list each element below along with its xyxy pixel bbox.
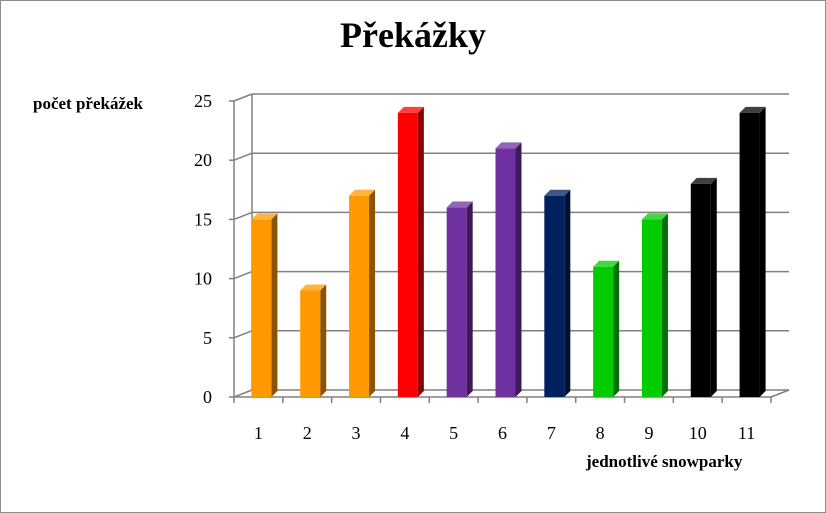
bar-side bbox=[271, 213, 278, 397]
bar-front bbox=[690, 183, 711, 397]
bar-side bbox=[369, 189, 376, 397]
bar-top bbox=[690, 177, 717, 184]
x-tick-label: 2 bbox=[303, 423, 312, 443]
bar-side bbox=[417, 106, 424, 397]
bar-top bbox=[397, 106, 424, 113]
bar bbox=[739, 106, 766, 397]
bar-top bbox=[641, 213, 668, 220]
floor-edge bbox=[770, 389, 790, 398]
bar bbox=[593, 260, 620, 397]
bar-front bbox=[641, 219, 662, 397]
bar-top bbox=[495, 142, 522, 149]
bar-front bbox=[300, 290, 321, 397]
bar bbox=[300, 284, 327, 397]
chart-title: Překážky bbox=[340, 15, 486, 55]
bar-side bbox=[661, 213, 668, 397]
bar bbox=[495, 142, 522, 397]
bar-front bbox=[251, 219, 272, 397]
x-axis-label: jednotlivé snowparky bbox=[586, 452, 743, 471]
bar-front bbox=[593, 266, 614, 397]
bar bbox=[397, 106, 424, 397]
bar-top bbox=[349, 189, 376, 196]
bar-top bbox=[446, 201, 473, 208]
bar bbox=[641, 213, 668, 397]
bar bbox=[446, 201, 473, 397]
x-tick-label: 4 bbox=[400, 423, 409, 443]
bar bbox=[544, 189, 571, 397]
gridline-side bbox=[233, 152, 253, 161]
bar-top bbox=[300, 284, 327, 291]
bar-top bbox=[544, 189, 571, 196]
y-tick-label: 5 bbox=[203, 328, 212, 348]
x-tick-label: 9 bbox=[644, 423, 653, 443]
gridline-side bbox=[233, 211, 253, 221]
y-tick-label: 10 bbox=[194, 269, 212, 289]
x-tick-label: 10 bbox=[689, 423, 707, 443]
bar-side bbox=[564, 189, 571, 397]
bar bbox=[690, 177, 717, 397]
y-tick-label: 0 bbox=[203, 387, 212, 407]
gridline-side bbox=[233, 330, 253, 339]
bar-side bbox=[710, 177, 717, 397]
bar-front bbox=[397, 112, 418, 397]
bar bbox=[251, 213, 278, 397]
x-tick-label: 7 bbox=[547, 423, 556, 443]
bar-top bbox=[251, 213, 278, 220]
bar bbox=[349, 189, 376, 397]
x-tick-label: 3 bbox=[352, 423, 361, 443]
x-tick-label: 5 bbox=[449, 423, 458, 443]
gridline-side bbox=[233, 389, 253, 398]
y-tick-label: 15 bbox=[194, 209, 212, 229]
x-tick-label: 8 bbox=[596, 423, 605, 443]
bar-side bbox=[320, 284, 327, 397]
bar-front bbox=[495, 148, 516, 397]
bar-front bbox=[349, 195, 370, 397]
x-tick-label: 11 bbox=[738, 423, 755, 443]
bar-top bbox=[593, 260, 620, 267]
bar-front bbox=[544, 195, 565, 397]
bar-side bbox=[759, 106, 766, 397]
x-tick-label: 1 bbox=[254, 423, 263, 443]
gridline-side bbox=[233, 270, 253, 280]
x-tick-label: 6 bbox=[498, 423, 507, 443]
bar-side bbox=[515, 142, 522, 397]
gridline-side bbox=[233, 93, 253, 102]
bar-side bbox=[613, 260, 620, 397]
y-tick-label: 25 bbox=[194, 91, 212, 111]
bar-front bbox=[739, 112, 760, 397]
bar-front bbox=[446, 207, 467, 397]
bar-side bbox=[466, 201, 473, 397]
y-tick-label: 20 bbox=[194, 150, 212, 170]
bar-top bbox=[739, 106, 766, 113]
y-axis-label: počet překážek bbox=[33, 94, 144, 113]
